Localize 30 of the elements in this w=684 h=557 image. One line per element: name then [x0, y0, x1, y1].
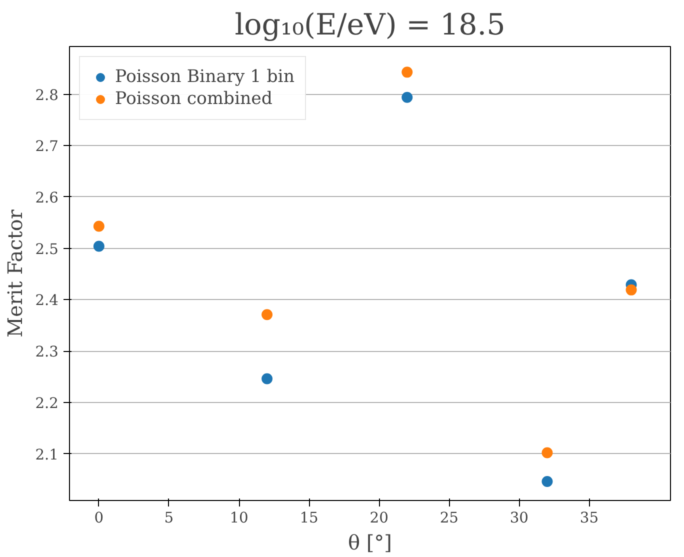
y-tick-label: 2.3	[35, 344, 59, 361]
point	[402, 66, 413, 78]
x-tick-label: 25	[440, 510, 458, 526]
y-tick-label: 2.5	[35, 240, 59, 258]
y-tick-label: 2.2	[35, 394, 59, 412]
x-tick-label: 10	[230, 510, 248, 526]
y-tick-label: 2.1	[35, 446, 59, 464]
x-tick-label: 0	[94, 510, 104, 526]
x-tick-label: 30	[510, 510, 529, 526]
x-tick-label: 5	[164, 510, 174, 526]
x-tick-label: 20	[370, 510, 388, 526]
y-axis-title: Merit Factor	[3, 209, 28, 338]
point	[262, 309, 273, 320]
point	[542, 476, 553, 487]
legend-label: Poisson combined	[115, 89, 273, 109]
point	[262, 373, 273, 384]
y-tick-label: 2.6	[35, 189, 59, 206]
y-tick-label: 2.4	[35, 292, 59, 310]
point	[93, 220, 104, 232]
x-tick-label: 15	[300, 510, 318, 526]
y-tick-label: 2.8	[35, 86, 59, 104]
x-tick-label: 35	[580, 510, 599, 526]
point	[402, 92, 413, 103]
x-axis-title: θ [°]	[348, 530, 392, 554]
point	[542, 447, 553, 458]
point	[626, 284, 637, 296]
y-tick-label: 2.7	[35, 138, 59, 156]
legend-label: Poisson Binary 1 bin	[115, 67, 294, 87]
point	[93, 240, 104, 252]
chart-title: log₁₀(E/eV) = 18.5	[234, 8, 506, 42]
